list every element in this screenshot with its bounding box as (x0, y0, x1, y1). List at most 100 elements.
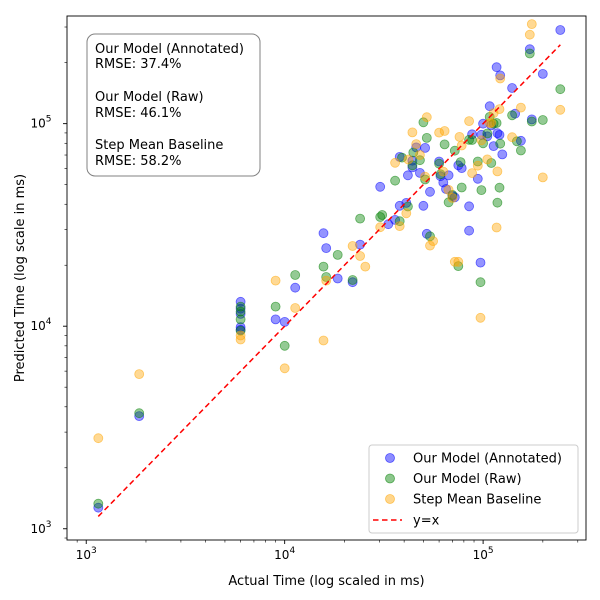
x-tick-label-0: 103 (76, 546, 97, 562)
legend-marker-annotated (385, 453, 395, 463)
point-our-model-raw-6 (270, 301, 281, 312)
x-tick-exponent-0: 3 (91, 546, 97, 556)
point-step-mean-baseline-15 (401, 208, 412, 219)
y-equals-x-line (97, 44, 561, 517)
point-our-model-raw-32 (449, 145, 460, 156)
point-step-mean-baseline-21 (421, 112, 432, 123)
legend-label-raw: Our Model (Raw) (413, 472, 522, 487)
point-our-model-raw-2 (235, 301, 246, 312)
point-our-model-annotated-29 (425, 186, 435, 197)
point-our-model-raw-25 (421, 132, 432, 143)
point-our-model-annotated-30 (434, 156, 445, 167)
annotation-line-baseline-rmse: RMSE: 58.2% (95, 154, 182, 169)
rmse-annotation-box: Our Model (Annotated) RMSE: 37.4% Our Mo… (86, 33, 261, 177)
point-our-model-raw-8 (290, 270, 301, 280)
point-our-model-raw-7 (279, 340, 290, 351)
point-our-model-annotated-54 (497, 149, 508, 160)
point-our-model-annotated-53 (495, 70, 506, 81)
point-our-model-annotated-9 (290, 282, 301, 293)
point-step-mean-baseline-33 (464, 116, 475, 126)
point-our-model-annotated-7 (270, 314, 281, 325)
point-our-model-raw-9 (318, 261, 329, 272)
x-tick-label-1: 104 (274, 546, 295, 562)
y-tick-exponent-1: 4 (46, 317, 52, 327)
point-step-mean-baseline-1 (134, 369, 145, 380)
point-our-model-raw-11 (332, 249, 343, 260)
point-step-mean-baseline-2 (235, 330, 246, 341)
point-our-model-raw-22 (414, 155, 425, 166)
point-our-model-raw-15 (377, 210, 388, 220)
point-our-model-annotated-38 (456, 163, 467, 174)
point-step-mean-baseline-25 (438, 166, 449, 177)
point-our-model-raw-10 (321, 272, 332, 282)
point-our-model-raw-48 (494, 182, 505, 193)
point-our-model-annotated-11 (321, 243, 332, 254)
point-step-mean-baseline-16 (403, 154, 414, 165)
x-tick-exponent-1: 4 (289, 546, 295, 556)
annotation-line-baseline-title: Step Mean Baseline (95, 138, 223, 153)
point-step-mean-baseline-0 (93, 433, 104, 444)
point-step-mean-baseline-35 (472, 160, 483, 171)
point-our-model-raw-13 (355, 213, 366, 224)
point-our-model-raw-49 (495, 138, 506, 149)
point-step-mean-baseline-19 (414, 150, 425, 160)
point-our-model-raw-50 (507, 110, 517, 121)
point-our-model-raw-31 (447, 189, 458, 200)
point-our-model-annotated-40 (464, 201, 475, 212)
point-step-mean-baseline-7 (318, 335, 329, 346)
point-step-mean-baseline-30 (453, 256, 464, 267)
point-our-model-annotated-1 (134, 411, 145, 422)
point-step-mean-baseline-47 (516, 102, 526, 113)
point-step-mean-baseline-29 (449, 256, 460, 267)
annotation-line-annotated-rmse: RMSE: 37.4% (95, 57, 182, 72)
point-our-model-raw-41 (478, 138, 489, 149)
legend-label-annotated: Our Model (Annotated) (413, 452, 562, 467)
point-step-mean-baseline-43 (492, 166, 503, 177)
point-step-mean-baseline-51 (555, 104, 566, 115)
point-our-model-raw-24 (420, 174, 431, 185)
point-our-model-annotated-12 (332, 273, 343, 284)
point-our-model-annotated-55 (507, 83, 517, 93)
point-step-mean-baseline-10 (355, 251, 366, 261)
point-our-model-raw-56 (555, 84, 566, 95)
point-step-mean-baseline-20 (420, 171, 431, 182)
point-step-mean-baseline-11 (360, 261, 371, 272)
annotation-line-raw-title: Our Model (Raw) (95, 90, 204, 105)
point-step-mean-baseline-24 (434, 127, 445, 138)
point-our-model-raw-23 (418, 117, 429, 128)
point-step-mean-baseline-26 (439, 126, 450, 136)
point-our-model-annotated-26 (418, 200, 429, 211)
point-step-mean-baseline-4 (270, 275, 281, 286)
point-our-model-annotated-0 (93, 502, 104, 513)
point-step-mean-baseline-49 (526, 19, 537, 30)
point-step-mean-baseline-23 (428, 236, 439, 247)
point-our-model-raw-42 (482, 128, 493, 139)
point-step-mean-baseline-8 (321, 275, 332, 286)
x-axis-label: Actual Time (log scaled in ms) (228, 574, 424, 589)
legend: Our Model (Annotated) Our Model (Raw) St… (368, 444, 579, 534)
legend-marker-baseline (385, 494, 395, 504)
point-step-mean-baseline-42 (491, 222, 502, 233)
point-our-model-annotated-56 (510, 108, 520, 119)
point-our-model-raw-29 (439, 139, 450, 150)
point-our-model-raw-53 (524, 48, 535, 59)
point-step-mean-baseline-14 (394, 221, 405, 232)
annotation-line-raw-rmse: RMSE: 46.1% (95, 106, 182, 121)
point-our-model-raw-39 (475, 277, 486, 288)
point-our-model-raw-55 (537, 115, 548, 125)
y-axis-ticks: 103 104 105 (30, 26, 67, 539)
point-step-mean-baseline-45 (495, 73, 506, 84)
point-our-model-annotated-52 (494, 129, 505, 140)
point-step-mean-baseline-36 (475, 312, 486, 323)
x-axis-ticks: 103 104 105 (76, 540, 579, 562)
point-step-mean-baseline-6 (290, 303, 301, 313)
point-step-mean-baseline-37 (476, 135, 487, 146)
point-step-mean-baseline-34 (467, 168, 478, 179)
point-our-model-raw-3 (235, 306, 246, 317)
point-our-model-raw-0 (93, 498, 104, 509)
point-our-model-raw-54 (526, 116, 537, 127)
point-our-model-annotated-15 (375, 181, 386, 192)
point-our-model-raw-12 (347, 275, 358, 285)
legend-label-yx: y=x (413, 514, 440, 529)
